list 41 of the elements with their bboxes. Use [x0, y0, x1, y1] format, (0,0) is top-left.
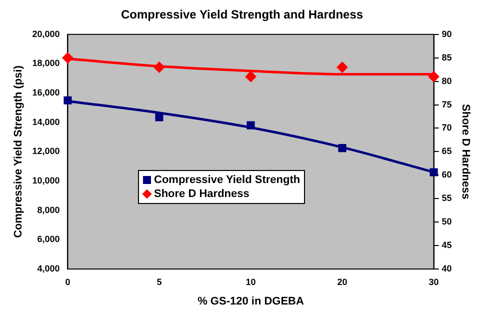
point	[338, 144, 346, 152]
y-tick-label: 10,000	[32, 176, 60, 186]
point	[336, 62, 348, 73]
y-tick-label: 6,000	[37, 234, 60, 244]
x-tick-label: 20	[337, 276, 348, 287]
y2-tick-label: 85	[442, 52, 452, 62]
point	[428, 71, 440, 82]
y2-tick-label: 50	[442, 216, 452, 227]
y2-tick-label: 60	[442, 170, 452, 180]
y2-tick-label: 40	[442, 263, 452, 274]
y-tick-label: 4,000	[37, 263, 60, 274]
y2-tick-label: 80	[442, 76, 452, 86]
y2-tick-label: 75	[442, 99, 452, 110]
y2-axis-title: Shore D Hardness	[459, 104, 472, 200]
point	[246, 121, 255, 130]
y2-tick-label: 55	[442, 193, 452, 204]
point	[430, 168, 438, 176]
point	[154, 62, 165, 73]
point	[64, 96, 72, 104]
y-tick-label: 20,000	[32, 28, 60, 39]
chart-title: Compressive Yield Strength and Hardness	[120, 8, 364, 22]
point	[155, 113, 164, 122]
y2-tick-label: 45	[442, 240, 452, 250]
x-tick-label: 5	[156, 276, 162, 287]
y-tick-label: 14,000	[32, 116, 60, 127]
legend-label: Shore D Hardness	[154, 187, 250, 201]
x-tick-label: 10	[246, 276, 256, 287]
y-tick-label: 8,000	[37, 204, 60, 215]
y2-tick-label: 90	[442, 28, 452, 39]
x-tick-label: 0	[65, 276, 70, 287]
y-tick-label: 16,000	[32, 88, 60, 98]
y2-tick-label: 70	[442, 122, 452, 133]
y-tick-label: 12,000	[32, 146, 60, 156]
point	[245, 71, 256, 82]
point	[62, 52, 74, 64]
y-axis-title: Compressive Yield Strength (psi)	[12, 65, 25, 238]
legend-label: Compressive Yield Strength	[154, 173, 300, 187]
x-tick-label: 30	[428, 276, 439, 287]
x-axis-title: % GS-120 in DGEBA	[198, 295, 304, 308]
y2-tick-label: 65	[442, 146, 452, 156]
y-tick-label: 18,000	[32, 58, 60, 68]
